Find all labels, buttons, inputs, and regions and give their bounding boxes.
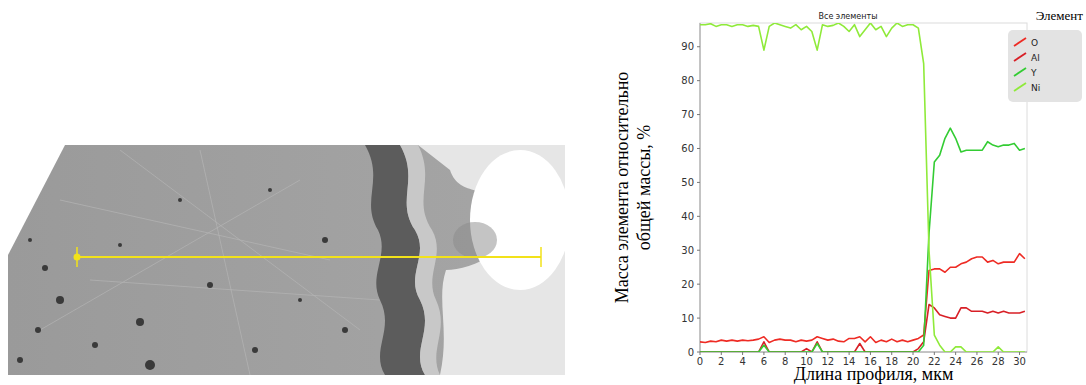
x-tick-label: 30 (1013, 356, 1026, 367)
x-tick-label: 8 (782, 356, 788, 367)
pore (268, 188, 272, 192)
x-tick-label: 2 (718, 356, 724, 367)
legend-swatch (1014, 68, 1026, 76)
x-tick-label: 26 (971, 356, 984, 367)
y-tick-label: 20 (681, 279, 694, 290)
scratch (200, 150, 250, 375)
series-line (700, 128, 1025, 352)
bright-zone (470, 150, 570, 290)
legend-label: O (1031, 38, 1038, 48)
x-tick (998, 352, 999, 355)
series-line (700, 254, 1025, 343)
legend-label: Al (1031, 53, 1040, 63)
y-tick (697, 284, 700, 285)
page: 0102030405060708090024681012141618202224… (0, 0, 1086, 385)
pore (342, 327, 348, 333)
x-tick-label: 4 (739, 356, 745, 367)
interface-edge (400, 145, 441, 375)
pore (42, 265, 48, 271)
x-tick (955, 352, 956, 355)
chart: 0102030405060708090024681012141618202224… (612, 8, 1083, 384)
y-axis-line (700, 23, 701, 352)
x-tick (934, 352, 935, 355)
figure: 0102030405060708090024681012141618202224… (0, 0, 1086, 385)
x-tick-label: 0 (697, 356, 703, 367)
y-tick-label: 90 (681, 41, 694, 52)
x-tick (976, 352, 977, 355)
y-tick-label: 40 (681, 211, 694, 222)
micrograph-body (8, 145, 570, 375)
series-line (700, 305, 1025, 352)
legend-title: Элемент (1036, 8, 1084, 23)
scratch (40, 180, 300, 330)
pore (35, 327, 41, 333)
y-tick (697, 46, 700, 47)
x-tick (849, 352, 850, 355)
x-tick (763, 352, 764, 355)
pore (136, 318, 144, 326)
pore (92, 342, 98, 348)
x-tick (700, 352, 701, 355)
y-tick-label: 80 (681, 75, 694, 86)
pore (145, 360, 155, 370)
x-tick-label: 28 (992, 356, 1005, 367)
y-tick (697, 80, 700, 81)
pore (17, 357, 23, 363)
plot-frame (700, 23, 1027, 352)
pore (207, 282, 213, 288)
series-line (700, 23, 1025, 352)
y-axis-label: Масса элемента относительнообщей массы, … (612, 72, 654, 304)
y-tick-label: 30 (681, 245, 694, 256)
y-tick-label: 0 (688, 347, 694, 358)
y-tick-label: 50 (681, 177, 694, 188)
x-tick (891, 352, 892, 355)
legend-label: Ni (1031, 83, 1040, 93)
legend-swatch (1014, 38, 1026, 46)
profile-end (540, 247, 542, 267)
y-tick-label: 60 (681, 143, 694, 154)
legend: Элемент O Al Y Ni (1008, 8, 1083, 102)
x-tick (913, 352, 914, 355)
y-tick (697, 216, 700, 217)
x-tick (1019, 352, 1020, 355)
y-tick (697, 182, 700, 183)
pore (252, 347, 258, 353)
y-tick (697, 148, 700, 149)
pore (28, 238, 32, 242)
legend-swatch (1014, 83, 1026, 91)
y-tick (697, 114, 700, 115)
pore (56, 296, 64, 304)
x-tick (742, 352, 743, 355)
profile-line (74, 247, 542, 267)
legend-box (1008, 30, 1082, 102)
x-tick-label: 6 (761, 356, 767, 367)
dark-spot (453, 222, 497, 258)
x-tick (827, 352, 828, 355)
y-tick-label: 70 (681, 109, 694, 120)
scratch (60, 200, 330, 260)
legend-swatch (1014, 53, 1026, 61)
y-tick-label: 10 (681, 313, 694, 324)
pore (118, 243, 122, 247)
x-tick (721, 352, 722, 355)
profile-handle (74, 254, 81, 261)
x-tick (785, 352, 786, 355)
y-tick (697, 250, 700, 251)
x-tick (870, 352, 871, 355)
y-tick (697, 318, 700, 319)
micrograph (8, 145, 570, 375)
scratch (90, 280, 380, 300)
legend-label: Y (1030, 68, 1037, 78)
pore (19, 209, 25, 215)
chart-title: Все элементы (819, 12, 878, 21)
series-group (700, 23, 1025, 352)
pore (298, 298, 302, 302)
pore (322, 237, 328, 243)
profile-path (77, 256, 541, 258)
x-axis-label: Длина профиля, мкм (794, 364, 954, 384)
x-tick (806, 352, 807, 355)
scratch (120, 150, 360, 330)
pore (178, 198, 182, 202)
